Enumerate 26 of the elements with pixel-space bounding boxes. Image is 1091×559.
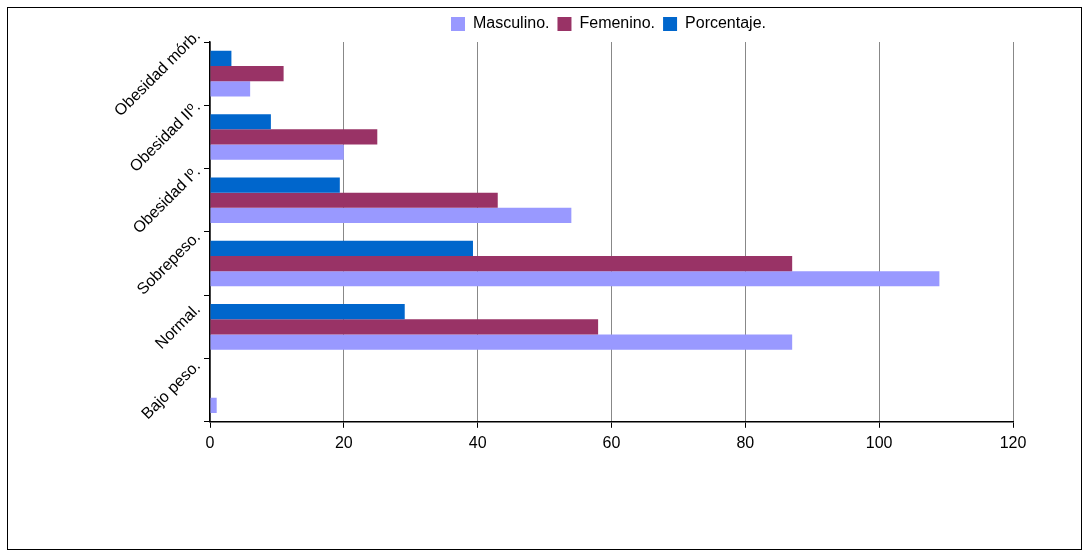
x-tick-label: 60: [602, 433, 621, 451]
bar: [210, 129, 378, 145]
bar: [210, 66, 284, 82]
x-tick-label: 120: [999, 433, 1027, 451]
bar: [210, 319, 599, 335]
x-tick-label: 20: [334, 433, 353, 451]
x-tick-label: 40: [468, 433, 487, 451]
bar: [210, 397, 217, 413]
legend-label: Porcentaje.: [685, 14, 766, 32]
bar: [210, 81, 251, 97]
bar: [210, 255, 793, 272]
x-tick-label: 100: [865, 433, 893, 451]
bar: [210, 114, 271, 130]
bar: [210, 177, 340, 193]
bar: [210, 50, 232, 67]
bar: [210, 240, 473, 256]
bar: [210, 192, 498, 208]
bar: [210, 304, 405, 320]
bar: [210, 271, 940, 287]
bar: [210, 207, 572, 224]
x-tick-label: 80: [736, 433, 755, 451]
legend-label: Femenino.: [579, 14, 656, 32]
x-tick-label: 0: [205, 433, 215, 451]
bar: [210, 334, 793, 350]
bar: [210, 144, 344, 160]
legend-label: Masculino.: [473, 14, 550, 32]
